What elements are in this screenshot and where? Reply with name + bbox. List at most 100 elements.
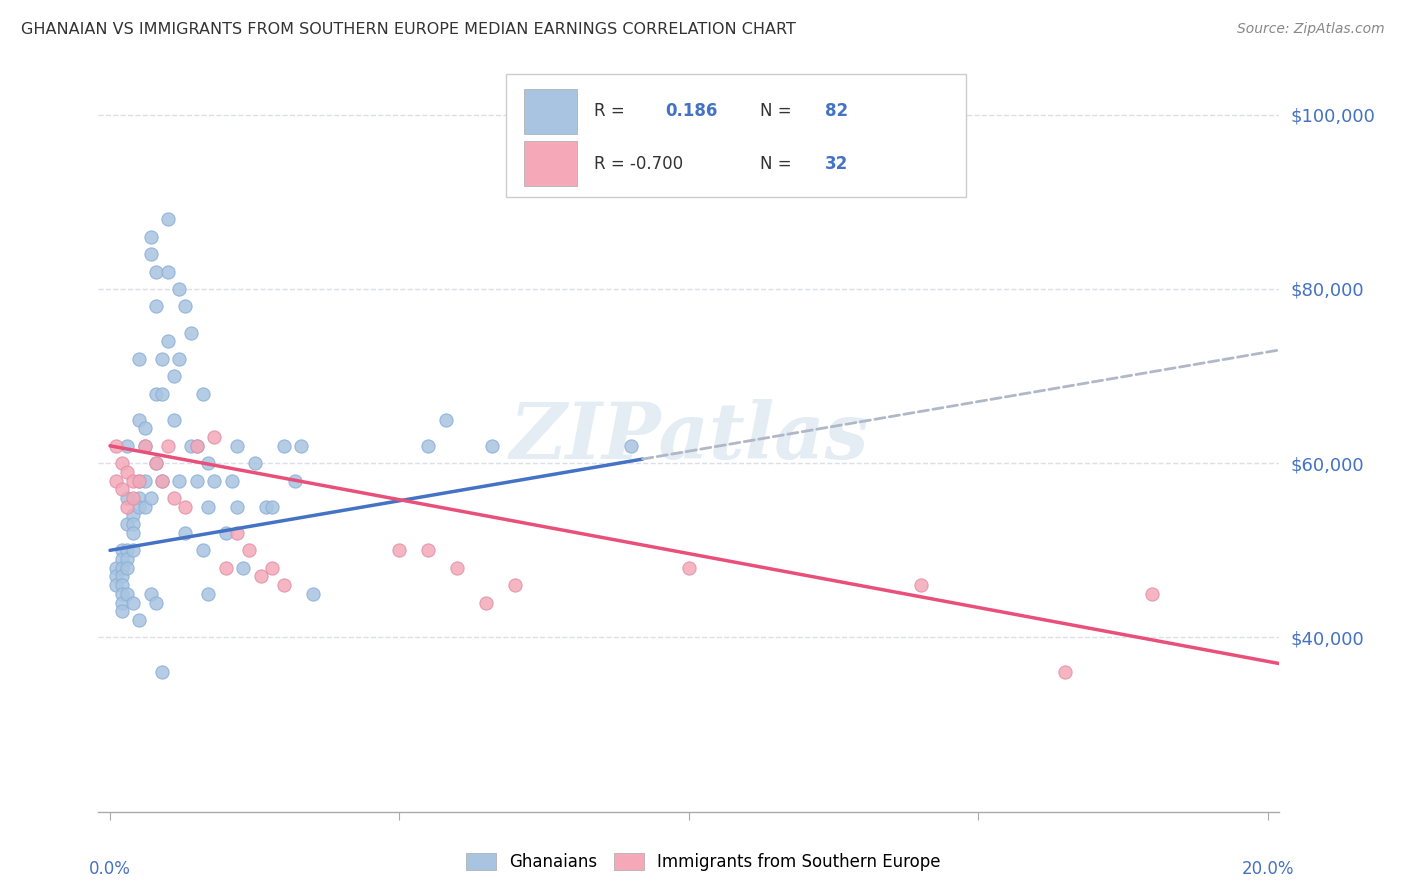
Point: [262, 561, 284, 575]
Point: [122, 491, 145, 505]
Point: [156, 439, 179, 453]
Point: [128, 491, 150, 505]
Point: [104, 561, 127, 575]
Point: [122, 474, 145, 488]
Point: [150, 665, 173, 680]
Point: [110, 596, 132, 610]
Point: [197, 587, 219, 601]
Point: [215, 525, 238, 540]
Point: [202, 474, 225, 488]
Point: [134, 421, 156, 435]
Point: [128, 412, 150, 426]
FancyBboxPatch shape: [506, 74, 966, 197]
Text: 32: 32: [825, 154, 848, 172]
Point: [110, 604, 132, 618]
Point: [186, 474, 208, 488]
Text: N =: N =: [759, 103, 797, 120]
Point: [221, 474, 243, 488]
Point: [180, 326, 202, 340]
Point: [128, 500, 150, 514]
Point: [128, 474, 150, 488]
Point: [117, 465, 139, 479]
Point: [388, 543, 411, 558]
Point: [117, 500, 139, 514]
Point: [110, 552, 132, 566]
Point: [232, 561, 254, 575]
Point: [163, 369, 186, 384]
Point: [128, 474, 150, 488]
Legend: Ghanaians, Immigrants from Southern Europe: Ghanaians, Immigrants from Southern Euro…: [457, 845, 949, 880]
Point: [262, 500, 284, 514]
Point: [117, 587, 139, 601]
Point: [249, 569, 271, 583]
Point: [110, 561, 132, 575]
Point: [150, 474, 173, 488]
Point: [910, 578, 932, 592]
Point: [1054, 665, 1077, 680]
Point: [117, 517, 139, 532]
Point: [139, 587, 162, 601]
Point: [238, 543, 260, 558]
Text: Source: ZipAtlas.com: Source: ZipAtlas.com: [1237, 22, 1385, 37]
Point: [226, 439, 249, 453]
Point: [226, 525, 249, 540]
Point: [145, 386, 167, 401]
Point: [150, 474, 173, 488]
Point: [145, 456, 167, 470]
Point: [134, 474, 156, 488]
Point: [134, 500, 156, 514]
Point: [174, 500, 197, 514]
Point: [180, 439, 202, 453]
Point: [169, 474, 191, 488]
Point: [117, 543, 139, 558]
Point: [128, 351, 150, 366]
Point: [202, 430, 225, 444]
Point: [169, 282, 191, 296]
Point: [418, 439, 440, 453]
Point: [191, 543, 214, 558]
Point: [139, 229, 162, 244]
Point: [122, 525, 145, 540]
Point: [186, 439, 208, 453]
Point: [163, 491, 186, 505]
Point: [145, 456, 167, 470]
Point: [163, 412, 186, 426]
Bar: [523, 88, 576, 134]
Point: [104, 474, 127, 488]
Text: R = -0.700: R = -0.700: [595, 154, 683, 172]
Text: ZIPatlas: ZIPatlas: [509, 399, 869, 475]
Point: [215, 561, 238, 575]
Point: [128, 613, 150, 627]
Point: [620, 439, 643, 453]
Point: [174, 525, 197, 540]
Point: [434, 412, 457, 426]
Point: [139, 247, 162, 261]
Point: [150, 386, 173, 401]
Point: [186, 439, 208, 453]
Point: [150, 351, 173, 366]
Point: [243, 456, 266, 470]
Point: [290, 439, 312, 453]
Point: [174, 299, 197, 313]
Point: [678, 561, 700, 575]
Point: [104, 569, 127, 583]
Point: [122, 517, 145, 532]
Point: [117, 439, 139, 453]
Point: [503, 578, 526, 592]
Point: [273, 578, 295, 592]
Point: [117, 491, 139, 505]
Point: [122, 596, 145, 610]
Point: [156, 264, 179, 278]
Point: [301, 587, 323, 601]
Point: [145, 299, 167, 313]
Text: 0.186: 0.186: [665, 103, 717, 120]
Text: 20.0%: 20.0%: [1241, 860, 1294, 878]
Point: [110, 543, 132, 558]
Point: [110, 483, 132, 497]
Point: [134, 439, 156, 453]
Point: [284, 474, 307, 488]
Point: [122, 543, 145, 558]
Point: [104, 578, 127, 592]
Point: [418, 543, 440, 558]
Text: GHANAIAN VS IMMIGRANTS FROM SOUTHERN EUROPE MEDIAN EARNINGS CORRELATION CHART: GHANAIAN VS IMMIGRANTS FROM SOUTHERN EUR…: [21, 22, 796, 37]
